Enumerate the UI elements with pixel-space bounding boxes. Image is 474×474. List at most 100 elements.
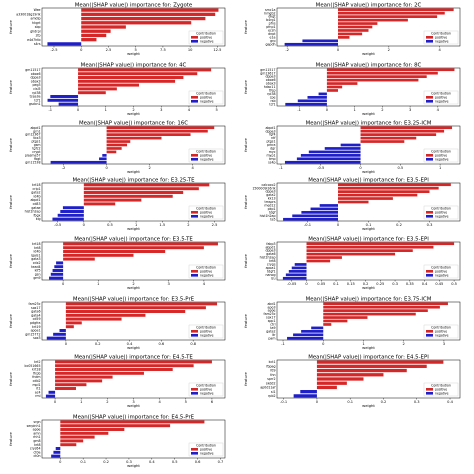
category-label: ptgs1: [32, 140, 41, 144]
chart-panel: Mean(|SHAP value|) importance for: E4.5-…: [8, 355, 226, 408]
x-tick-label: -2.5: [50, 48, 57, 52]
category-label: id4b: [34, 250, 41, 254]
legend-swatch-negative: [426, 392, 433, 395]
bar: [106, 129, 208, 133]
x-tick-label: 2: [388, 48, 390, 52]
category-label: gatae: [31, 206, 40, 210]
x-tick-label: 1: [135, 223, 137, 227]
x-tick-label: -0.05: [287, 282, 296, 286]
bar: [293, 333, 324, 337]
category-label: abpd1: [265, 126, 275, 130]
bar: [338, 200, 369, 204]
legend-title: Contribution: [196, 266, 216, 270]
x-axis-label: weight: [127, 226, 140, 231]
category-label: rhh1: [33, 435, 40, 439]
category-label: krt18: [32, 368, 40, 372]
bar: [83, 187, 199, 191]
bar: [81, 16, 206, 21]
x-tick-label: 0: [83, 223, 86, 227]
bar: [326, 78, 419, 82]
category-label: pkp1: [268, 207, 276, 211]
bar: [316, 381, 347, 385]
bar: [55, 364, 194, 368]
bar: [81, 21, 192, 25]
category-label: hmgb2: [264, 11, 275, 15]
category-label: peg3: [32, 83, 40, 87]
chart-title: Mean(|SHAP value|) importance for: 2C: [316, 3, 422, 9]
bar: [65, 317, 122, 321]
bar: [99, 157, 107, 161]
x-tick-label: 0.15: [347, 282, 355, 286]
category-label: tdgf1: [267, 269, 275, 273]
x-axis-label: weight: [127, 111, 140, 116]
chart-title: Mean(|SHAP value|) importance for: E4.5-…: [74, 355, 193, 361]
chart-title: Mean(|SHAP value|) importance for: E3.5-…: [308, 178, 429, 184]
bar: [81, 29, 111, 33]
legend-label-negative: negative: [200, 451, 214, 455]
legend-label-positive: positive: [200, 210, 212, 214]
category-label: gm8: [33, 439, 40, 443]
category-label: dnpt: [268, 32, 276, 36]
x-tick-label: 0.4: [422, 282, 428, 286]
bar: [65, 302, 218, 306]
bar: [78, 79, 176, 83]
x-tick-label: -2: [285, 48, 289, 52]
legend-label-positive: positive: [435, 153, 447, 157]
bar: [360, 129, 445, 133]
bar: [338, 29, 369, 32]
category-label: tcf1: [269, 102, 275, 106]
bar: [78, 68, 212, 72]
bar: [63, 250, 166, 253]
bar: [338, 197, 393, 200]
legend-swatch-positive: [191, 330, 198, 333]
category-label: pfns: [269, 22, 276, 26]
bar: [55, 371, 144, 375]
x-tick-label: 2: [148, 166, 150, 170]
bar: [54, 265, 64, 269]
category-label: gata6: [266, 252, 275, 256]
category-label: lzu: [271, 276, 276, 280]
category-label: ct0a: [34, 450, 41, 454]
category-label: tead4: [31, 265, 40, 269]
bar: [338, 36, 350, 39]
x-tick-label: 0.8: [190, 342, 196, 346]
y-axis-label: feature: [243, 79, 248, 93]
x-tick-label: 0: [305, 282, 308, 286]
legend-title: Contribution: [431, 92, 451, 96]
bar: [55, 360, 212, 364]
x-tick-label: 0.2: [103, 460, 109, 464]
category-label: myp1: [266, 153, 275, 157]
bar: [326, 68, 455, 72]
category-label: kct1: [269, 360, 276, 364]
bar: [83, 194, 173, 198]
chart-panel: Mean(|SHAP value|) importance for: E3.5-…: [243, 178, 461, 231]
category-label: ct0n: [33, 454, 40, 458]
bar: [106, 147, 122, 150]
bar: [338, 22, 378, 25]
category-label: thn: [270, 373, 275, 377]
bar: [50, 272, 64, 276]
chart-panel: Mean(|SHAP value|) importance for: 8C gm1…: [243, 63, 461, 116]
bar: [360, 133, 437, 136]
bar: [81, 12, 216, 16]
bar: [53, 332, 66, 336]
x-tick-label: 4: [439, 48, 442, 52]
legend-swatch-positive: [191, 270, 198, 273]
y-axis-label: feature: [243, 194, 248, 208]
legend-label-positive: positive: [435, 387, 447, 391]
plot-frame: [276, 125, 461, 165]
category-label: ta9: [270, 326, 275, 330]
bar: [284, 42, 338, 46]
legend-label-negative: negative: [435, 157, 449, 161]
legend-swatch-positive: [191, 448, 198, 451]
legend-label-negative: negative: [435, 333, 449, 337]
bar: [106, 136, 162, 140]
category-label: gm11538: [25, 160, 40, 164]
category-label: apoe: [33, 428, 41, 432]
category-label: sl1: [271, 390, 276, 394]
bar: [55, 375, 113, 379]
category-label: ac4: [35, 390, 41, 394]
plot-frame: [276, 7, 461, 47]
bar: [293, 394, 317, 398]
